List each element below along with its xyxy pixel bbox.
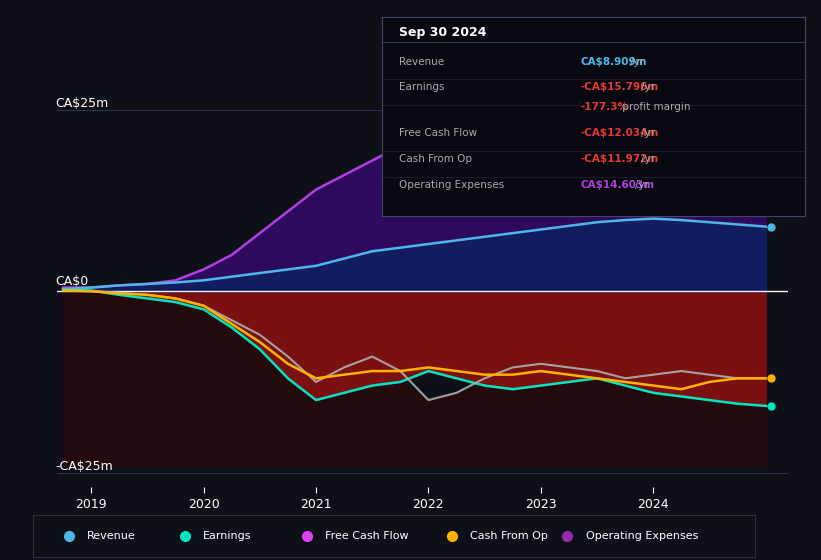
Text: profit margin: profit margin — [619, 102, 690, 113]
Text: Earnings: Earnings — [203, 531, 251, 541]
Text: Sep 30 2024: Sep 30 2024 — [399, 26, 486, 39]
Text: Free Cash Flow: Free Cash Flow — [399, 128, 477, 138]
Text: Earnings: Earnings — [399, 82, 444, 92]
Text: /yr: /yr — [630, 57, 644, 67]
Text: /yr: /yr — [641, 154, 655, 164]
Text: -177.3%: -177.3% — [580, 102, 629, 113]
Text: Cash From Op: Cash From Op — [399, 154, 472, 164]
Text: CA$14.603m: CA$14.603m — [580, 180, 654, 190]
Text: /yr: /yr — [641, 82, 655, 92]
Text: Revenue: Revenue — [399, 57, 444, 67]
Text: -CA$12.034m: -CA$12.034m — [580, 128, 659, 138]
Text: /yr: /yr — [641, 128, 655, 138]
Text: Revenue: Revenue — [87, 531, 135, 541]
Text: /yr: /yr — [635, 180, 649, 190]
Text: CA$8.909m: CA$8.909m — [580, 57, 647, 67]
Text: Operating Expenses: Operating Expenses — [399, 180, 504, 190]
Text: Cash From Op: Cash From Op — [470, 531, 548, 541]
Text: CA$0: CA$0 — [55, 274, 89, 288]
Text: -CA$25m: -CA$25m — [55, 460, 113, 473]
Text: Free Cash Flow: Free Cash Flow — [325, 531, 409, 541]
Text: Operating Expenses: Operating Expenses — [585, 531, 698, 541]
Text: -CA$15.796m: -CA$15.796m — [580, 82, 658, 92]
Text: -CA$11.972m: -CA$11.972m — [580, 154, 658, 164]
Text: CA$25m: CA$25m — [55, 97, 108, 110]
